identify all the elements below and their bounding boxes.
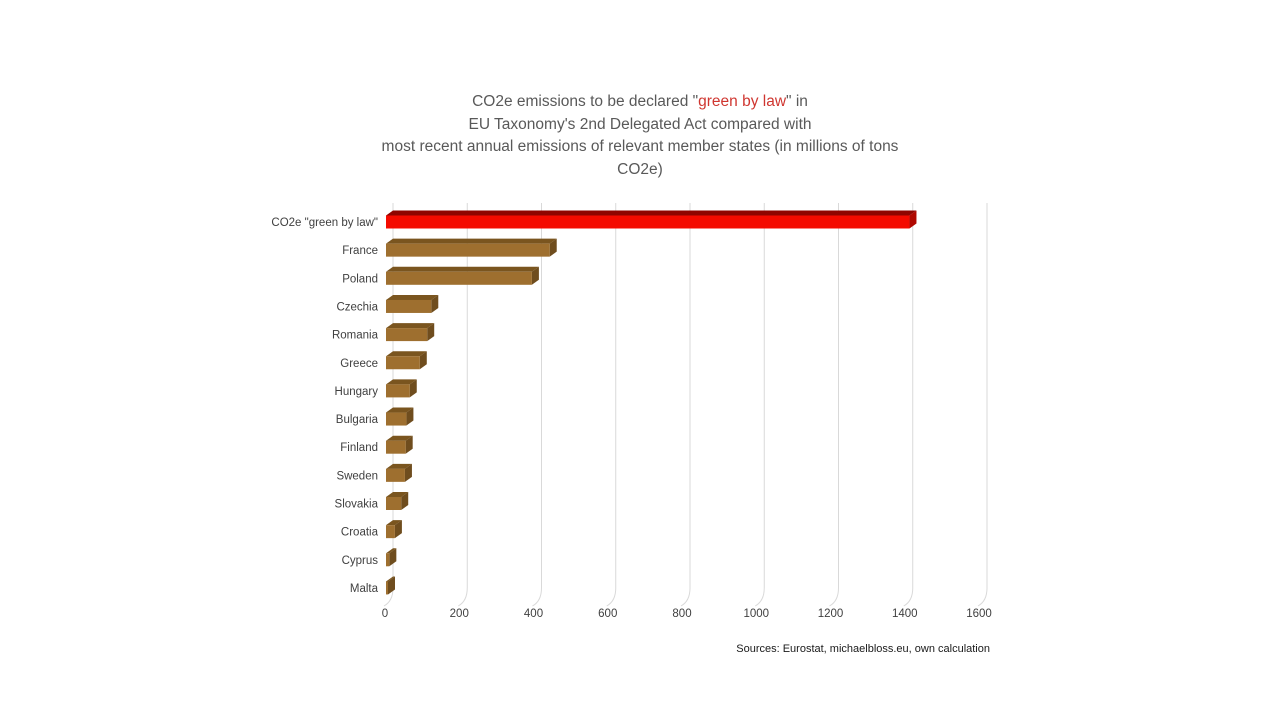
- category-label-hungary: Hungary: [335, 386, 379, 398]
- chart-title-line1-pre: CO2e emissions to be declared ": [472, 93, 699, 110]
- category-label-cyprus: Cyprus: [342, 555, 379, 567]
- gridline-200: [457, 203, 468, 607]
- category-label-sweden: Sweden: [336, 470, 378, 482]
- bar-chart: 0 200 400 600 800 1000 1200 1400 1600 CO2e "green…: [271, 203, 992, 620]
- bar-front-face: [386, 356, 420, 370]
- bar-front-face: [386, 299, 432, 313]
- bar-end-face: [405, 435, 413, 454]
- bar-front-face: [386, 497, 402, 510]
- gridline-1400: [903, 203, 914, 607]
- bar-front-face: [386, 440, 406, 454]
- gridline-1200: [829, 203, 839, 607]
- bar-france: [386, 238, 557, 257]
- bar-end-face: [549, 238, 557, 257]
- category-label-finland: Finland: [340, 442, 378, 454]
- x-tick-label-0: 0: [382, 608, 388, 620]
- category-label-czechia: Czechia: [336, 301, 378, 313]
- bar-cyprus: [386, 548, 397, 567]
- bar-front-face: [386, 328, 428, 342]
- bar-top-face: [386, 576, 395, 582]
- bar-end-face: [427, 323, 435, 342]
- category-label-romania: Romania: [332, 330, 379, 342]
- chart-title: CO2e emissions to be declared "green by …: [240, 91, 1040, 181]
- bar-end-face: [909, 210, 917, 229]
- bar-top-face: [386, 238, 557, 244]
- bar-poland: [386, 266, 539, 285]
- category-label-malta: Malta: [350, 583, 379, 595]
- bar-romania: [386, 323, 435, 342]
- category-label-croatia: Croatia: [341, 527, 379, 539]
- bar-end-face: [419, 351, 427, 370]
- bar-top-face: [386, 210, 917, 216]
- bar-end-face: [406, 407, 414, 426]
- x-tick-label-800: 800: [672, 608, 691, 620]
- bar-top-face: [386, 379, 417, 385]
- gridline-600: [606, 203, 617, 607]
- bar-top-face: [386, 351, 427, 357]
- x-tick-label-400: 400: [524, 608, 543, 620]
- bar-end-face: [431, 294, 439, 313]
- category-label-co2e-green-by-law: CO2e "green by law": [271, 217, 378, 229]
- bar-front-face: [386, 243, 550, 257]
- bar-end-face: [389, 548, 397, 567]
- category-label-france: France: [342, 245, 378, 257]
- x-tick-label-1000: 1000: [743, 608, 769, 620]
- bar-front-face: [386, 271, 532, 285]
- chart-title-line4: CO2e): [617, 160, 663, 178]
- bar-croatia: [386, 520, 402, 539]
- bar-top-face: [386, 294, 439, 300]
- gridline-1600: [977, 203, 988, 607]
- bar-top-face: [386, 463, 412, 469]
- bar-sweden: [386, 463, 412, 482]
- bar-front-face: [386, 215, 910, 229]
- chart-title-line1: CO2e emissions to be declared "green by …: [240, 91, 1040, 114]
- bar-end-face: [531, 266, 539, 285]
- x-tick-label-1400: 1400: [892, 608, 918, 620]
- chart-title-line3: most recent annual emissions of relevant…: [381, 138, 899, 156]
- x-tick-label-600: 600: [598, 608, 617, 620]
- bar-malta: [386, 576, 395, 595]
- bar-finland: [386, 435, 413, 454]
- bar-end-face: [401, 492, 409, 510]
- category-label-bulgaria: Bulgaria: [336, 414, 379, 426]
- gridline-400: [532, 203, 542, 607]
- chart-title-highlight: green by law: [698, 93, 787, 110]
- bar-front-face: [386, 581, 388, 595]
- category-label-slovakia: Slovakia: [335, 499, 379, 511]
- bar-top-face: [386, 492, 409, 497]
- bar-co2e-green-by-law: [386, 210, 917, 229]
- category-label-greece: Greece: [340, 358, 378, 370]
- bar-end-face: [409, 379, 417, 398]
- gridline-800: [680, 203, 691, 607]
- bar-top-face: [386, 266, 539, 272]
- gridline-1000: [754, 203, 765, 607]
- chart-title-line2: EU Taxonomy's 2nd Delegated Act compared…: [468, 115, 812, 133]
- x-tick-label-1200: 1200: [818, 608, 844, 620]
- bar-front-face: [386, 525, 395, 539]
- x-tick-label-1600: 1600: [966, 608, 992, 620]
- bar-greece: [386, 351, 427, 370]
- bar-top-face: [386, 323, 435, 329]
- bar-czechia: [386, 294, 439, 313]
- bar-top-face: [386, 548, 397, 554]
- category-label-poland: Poland: [342, 273, 378, 285]
- bar-top-face: [386, 407, 414, 413]
- bar-front-face: [386, 412, 407, 426]
- bar-hungary: [386, 379, 417, 398]
- source-note: Sources: Eurostat, michaelbloss.eu, own …: [736, 643, 990, 655]
- bar-top-face: [386, 435, 413, 441]
- bar-front-face: [386, 384, 410, 398]
- bar-front-face: [386, 553, 390, 567]
- bar-end-face: [394, 520, 402, 539]
- x-tick-label-200: 200: [450, 608, 469, 620]
- chart-title-line1-post: " in: [786, 93, 808, 110]
- gridline-0: [383, 203, 394, 607]
- bar-slovakia: [386, 492, 409, 510]
- bar-end-face: [404, 463, 412, 482]
- bar-end-face: [388, 576, 395, 595]
- bar-top-face: [386, 520, 402, 526]
- bar-bulgaria: [386, 407, 414, 426]
- bar-front-face: [386, 468, 405, 482]
